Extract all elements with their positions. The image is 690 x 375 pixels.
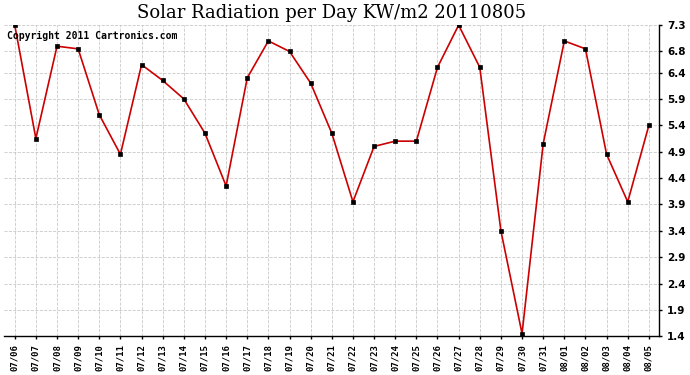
Text: Copyright 2011 Cartronics.com: Copyright 2011 Cartronics.com	[8, 32, 178, 41]
Title: Solar Radiation per Day KW/m2 20110805: Solar Radiation per Day KW/m2 20110805	[137, 4, 526, 22]
